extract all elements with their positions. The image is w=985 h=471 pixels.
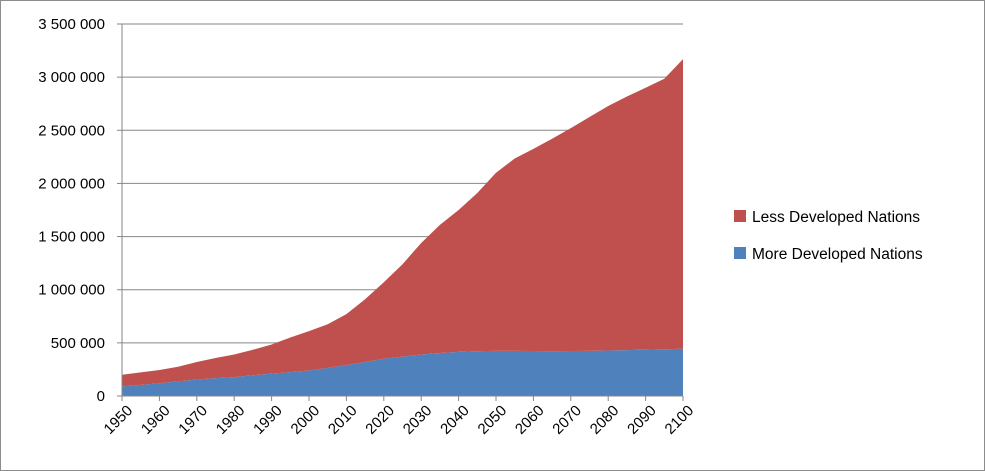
x-tick-label: 2070	[549, 402, 585, 438]
y-tick-label: 1 500 000	[38, 229, 105, 246]
y-tick-label: 2 500 000	[38, 122, 105, 139]
x-tick-label: 2010	[325, 402, 361, 438]
legend-swatch-more-developed-nations	[734, 247, 746, 259]
legend: Less Developed Nations More Developed Nat…	[734, 209, 923, 263]
x-tick-label: 1970	[175, 402, 211, 438]
series-areas	[122, 59, 683, 396]
x-tick-label: 1960	[138, 402, 174, 438]
x-tick-label: 2080	[587, 402, 623, 438]
area-more-developed-nations	[122, 348, 683, 396]
area-less-developed-nations	[122, 59, 683, 387]
y-tick-label: 2 000 000	[38, 175, 105, 192]
legend-label-less-developed-nations: Less Developed Nations	[752, 209, 920, 226]
axes	[117, 23, 684, 401]
legend-label-more-developed-nations: More Developed Nations	[752, 246, 923, 263]
x-tick-label: 2040	[437, 402, 473, 438]
x-tick-label: 2000	[288, 402, 324, 438]
x-tick-label: 2050	[475, 402, 511, 438]
x-tick-label: 1990	[250, 402, 286, 438]
x-axis-tick-labels: 1950 1960 1970 1980 1990 2000 2010 2020 2030 2040…	[101, 402, 698, 438]
x-tick-label: 2060	[512, 402, 548, 438]
y-tick-label: 500 000	[51, 335, 105, 352]
x-tick-label: 2020	[362, 402, 398, 438]
legend-swatch-less-developed-nations	[734, 210, 746, 222]
y-tick-label: 3 000 000	[38, 69, 105, 86]
x-tick-label: 2090	[624, 402, 660, 438]
x-tick-label: 2100	[662, 402, 698, 438]
y-axis-tick-labels: 0 500 000 1 000 000 1 500 000 2 000 000 2 500…	[38, 16, 105, 405]
x-tick-label: 1980	[213, 402, 249, 438]
y-tick-label: 1 000 000	[38, 282, 105, 299]
y-tick-label: 0	[97, 388, 105, 405]
y-tick-label: 3 500 000	[38, 16, 105, 33]
x-tick-label: 1950	[101, 402, 137, 438]
x-tick-label: 2030	[400, 402, 436, 438]
